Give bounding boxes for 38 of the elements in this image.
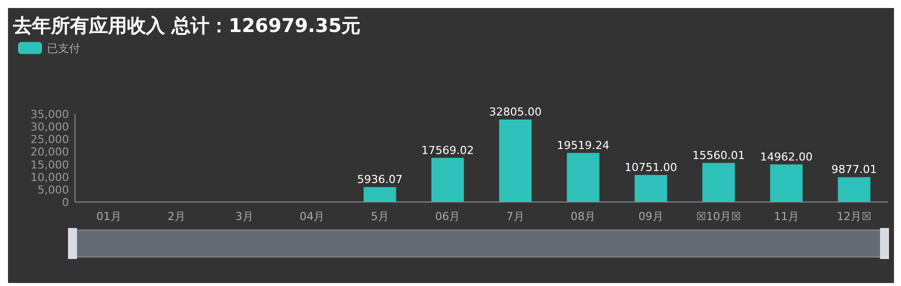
y-tick-label: 10,000 (30, 170, 69, 184)
bar (499, 120, 532, 202)
x-tick-label: ☒10月☒ (696, 210, 741, 223)
x-tick-label: 04月 (300, 210, 325, 223)
data-label: 9877.01 (831, 163, 877, 176)
x-tick-label: 3月 (235, 210, 254, 223)
x-tick-label: 08月 (570, 210, 596, 223)
data-label: 10751.00 (624, 160, 678, 174)
x-tick-label: 12月☒ (836, 210, 872, 223)
x-tick-label: 11月 (774, 210, 799, 223)
x-tick-label: 5月 (370, 210, 389, 223)
bar (634, 174, 668, 202)
y-tick-label: 35,000 (30, 108, 69, 121)
bar (770, 164, 803, 202)
data-label: 14962.00 (760, 150, 813, 164)
bar (431, 158, 464, 202)
x-tick-label: 7月 (506, 210, 524, 223)
legend-label: 已支付 (47, 42, 80, 55)
data-label: 32805.00 (489, 106, 542, 119)
y-tick-label: 15,000 (30, 158, 69, 172)
bar (702, 162, 735, 202)
data-label: 19519.24 (556, 138, 610, 152)
y-tick-label: 0 (62, 196, 69, 209)
y-tick-label: 5,000 (38, 183, 69, 196)
x-tick-label: 09月 (638, 210, 664, 223)
data-label: 15560.01 (692, 148, 745, 162)
x-tick-label: 06月 (435, 210, 460, 223)
data-label: 5936.07 (357, 173, 403, 186)
bar (838, 177, 870, 202)
y-tick-label: 20,000 (30, 146, 69, 159)
bar (566, 152, 600, 202)
y-tick-label: 25,000 (30, 133, 69, 146)
x-tick-label: 01月 (96, 210, 122, 223)
data-label: 17569.02 (421, 144, 474, 157)
bar (364, 187, 396, 202)
x-tick-label: 2月 (168, 210, 186, 223)
chart-title: 去年所有应用收入 总计：126979.35元 (12, 15, 361, 37)
y-tick-label: 30,000 (30, 120, 69, 134)
